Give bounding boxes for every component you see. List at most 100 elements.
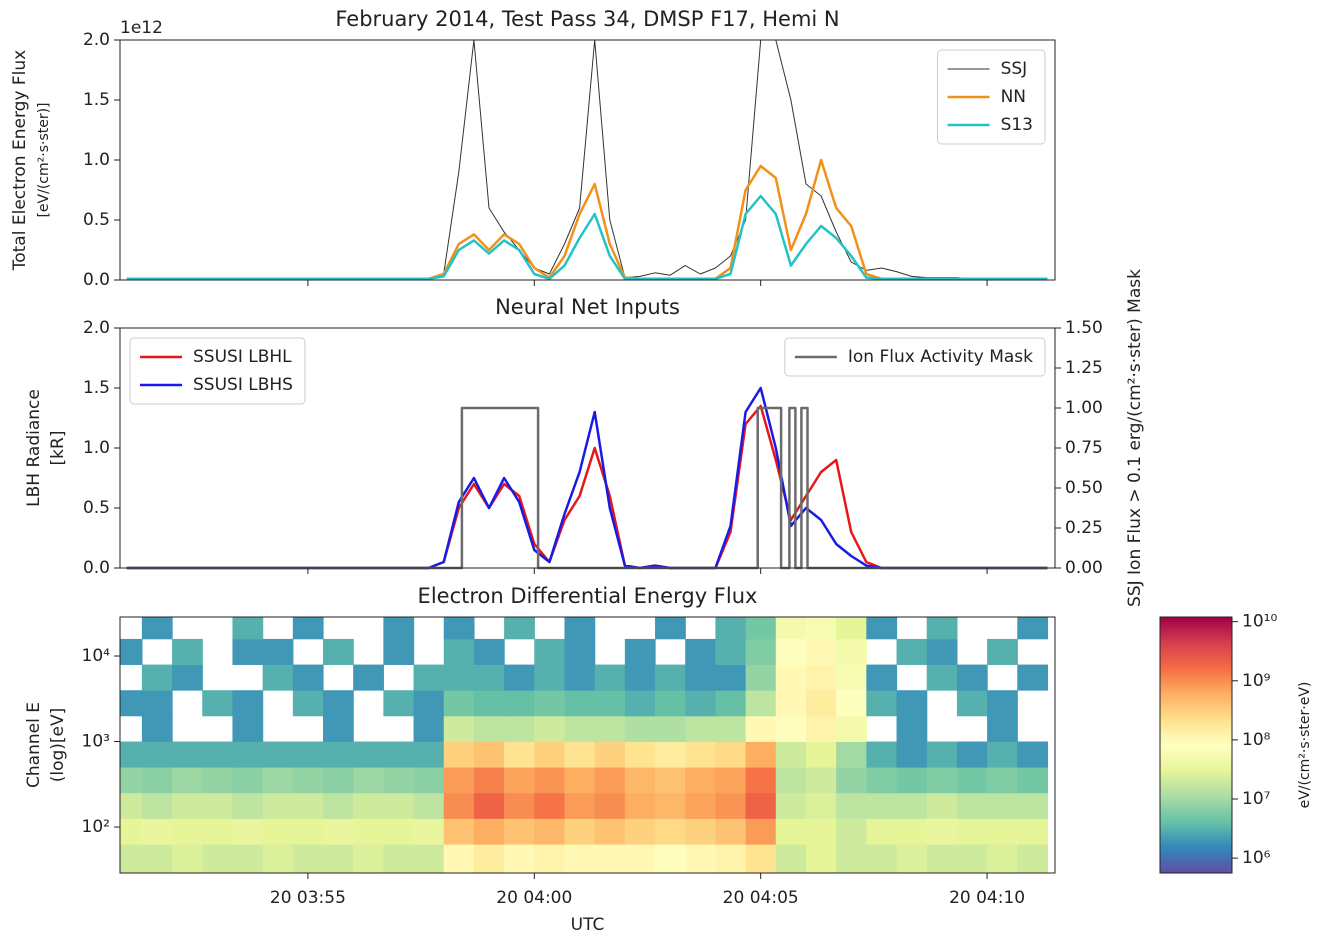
heatmap-cell — [866, 818, 898, 845]
x-tick-label: 20 04:00 — [496, 888, 572, 908]
heatmap-cell — [896, 818, 928, 845]
heatmap-cell — [926, 617, 958, 640]
heatmap-cell — [836, 818, 867, 845]
y2-tick-label: 1.00 — [1065, 398, 1103, 418]
heatmap-cell — [473, 638, 505, 665]
heatmap-cell — [564, 638, 596, 665]
heatmap-cell — [956, 664, 988, 691]
heatmap-cell — [443, 792, 475, 819]
heatmap-cell — [292, 818, 324, 845]
heatmap-cell — [805, 690, 837, 717]
heatmap-cell — [322, 818, 354, 845]
heatmap-cell — [715, 715, 747, 742]
heatmap-cell — [443, 690, 475, 717]
heatmap-cell — [413, 818, 445, 845]
heatmap-cell — [443, 818, 475, 845]
heatmap-cell — [504, 715, 535, 742]
y-axis-label: Channel E — [24, 702, 44, 788]
y2-tick-label: 0.25 — [1065, 518, 1103, 538]
heatmap-cell — [1017, 664, 1049, 691]
heatmap-cell — [836, 664, 867, 691]
heatmap-cell — [443, 741, 475, 768]
heatmap-cell — [594, 792, 626, 819]
heatmap-cell — [624, 638, 656, 665]
colorbar-tick-label: 10¹⁰ — [1242, 612, 1277, 632]
heatmap-cell — [202, 844, 234, 873]
heatmap-cell — [866, 690, 898, 717]
heatmap-cell — [836, 767, 867, 794]
heatmap-cell — [745, 664, 777, 691]
heatmap-cell — [504, 617, 535, 640]
heatmap-cell — [775, 818, 807, 845]
heatmap-cell — [232, 638, 264, 665]
heatmap-cell — [987, 715, 1018, 742]
heatmap-cell — [202, 792, 234, 819]
heatmap-cell — [232, 792, 264, 819]
heatmap-cell — [896, 792, 928, 819]
colorbar-tick-label: 10⁷ — [1242, 789, 1271, 809]
heatmap-cell — [685, 664, 717, 691]
colorbar — [1159, 616, 1233, 874]
y-axis-label: [kR] — [48, 431, 68, 466]
series-line — [126, 404, 1048, 570]
heatmap-cell — [715, 767, 747, 794]
heatmap-cell — [292, 690, 324, 717]
heatmap-cell — [172, 818, 203, 845]
heatmap-cell — [262, 792, 294, 819]
heatmap-cell — [120, 741, 143, 768]
y2-tick-label: 0.75 — [1065, 438, 1103, 458]
heatmap-cell — [232, 617, 264, 640]
heatmap-cell — [896, 741, 928, 768]
heatmap-cell — [987, 844, 1018, 873]
legend-box — [784, 337, 1046, 377]
heatmap-cell — [353, 844, 384, 873]
series-line — [126, 39, 1048, 281]
legend-label: SSUSI LBHS — [193, 375, 293, 395]
heatmap-cell — [956, 818, 988, 845]
heatmap-cell — [836, 690, 867, 717]
heatmap-cell — [473, 792, 505, 819]
x-axis-label: UTC — [571, 915, 605, 934]
heatmap-cell — [534, 664, 566, 691]
y-axis-label: [eV/(cm²·s·ster)] — [36, 102, 52, 217]
heatmap-cell — [715, 664, 747, 691]
y-tick-label: 2.0 — [83, 318, 110, 338]
heatmap-cell — [473, 741, 505, 768]
heatmap-cell — [594, 715, 626, 742]
heatmap-cell — [473, 715, 505, 742]
heatmap-cell — [504, 767, 535, 794]
series-line — [126, 158, 1048, 281]
heatmap-cell — [624, 715, 656, 742]
heatmap-cell — [292, 617, 324, 640]
heatmap-cell — [473, 844, 505, 873]
heatmap-cell — [141, 792, 173, 819]
heatmap-cell — [775, 638, 807, 665]
heatmap-cell — [413, 741, 445, 768]
heatmap-cell — [564, 741, 596, 768]
heatmap-cell — [594, 767, 626, 794]
heatmap-cell — [655, 741, 686, 768]
x-tick-label: 20 04:10 — [949, 888, 1025, 908]
heatmap-cell — [473, 690, 505, 717]
heatmap-cell — [534, 818, 566, 845]
heatmap-cell — [383, 638, 415, 665]
heatmap-cell — [805, 741, 837, 768]
heatmap-cell — [775, 767, 807, 794]
heatmap-cell — [443, 664, 475, 691]
heatmap-cell — [383, 741, 415, 768]
panel-title: Electron Differential Energy Flux — [418, 584, 758, 608]
heatmap-cell — [685, 690, 717, 717]
heatmap-cell — [1017, 792, 1049, 819]
heatmap-cell — [956, 741, 988, 768]
heatmap-cell — [353, 741, 384, 768]
heatmap-cell — [624, 767, 656, 794]
heatmap-cell — [805, 715, 837, 742]
heatmap-cell — [504, 664, 535, 691]
y-axis-label: LBH Radiance — [24, 389, 44, 507]
plot-lines — [126, 39, 1048, 281]
heatmap-cell — [594, 690, 626, 717]
heatmap-cell — [745, 690, 777, 717]
heatmap-cell — [262, 638, 294, 665]
heatmap-cell — [775, 664, 807, 691]
heatmap-cell — [292, 767, 324, 794]
